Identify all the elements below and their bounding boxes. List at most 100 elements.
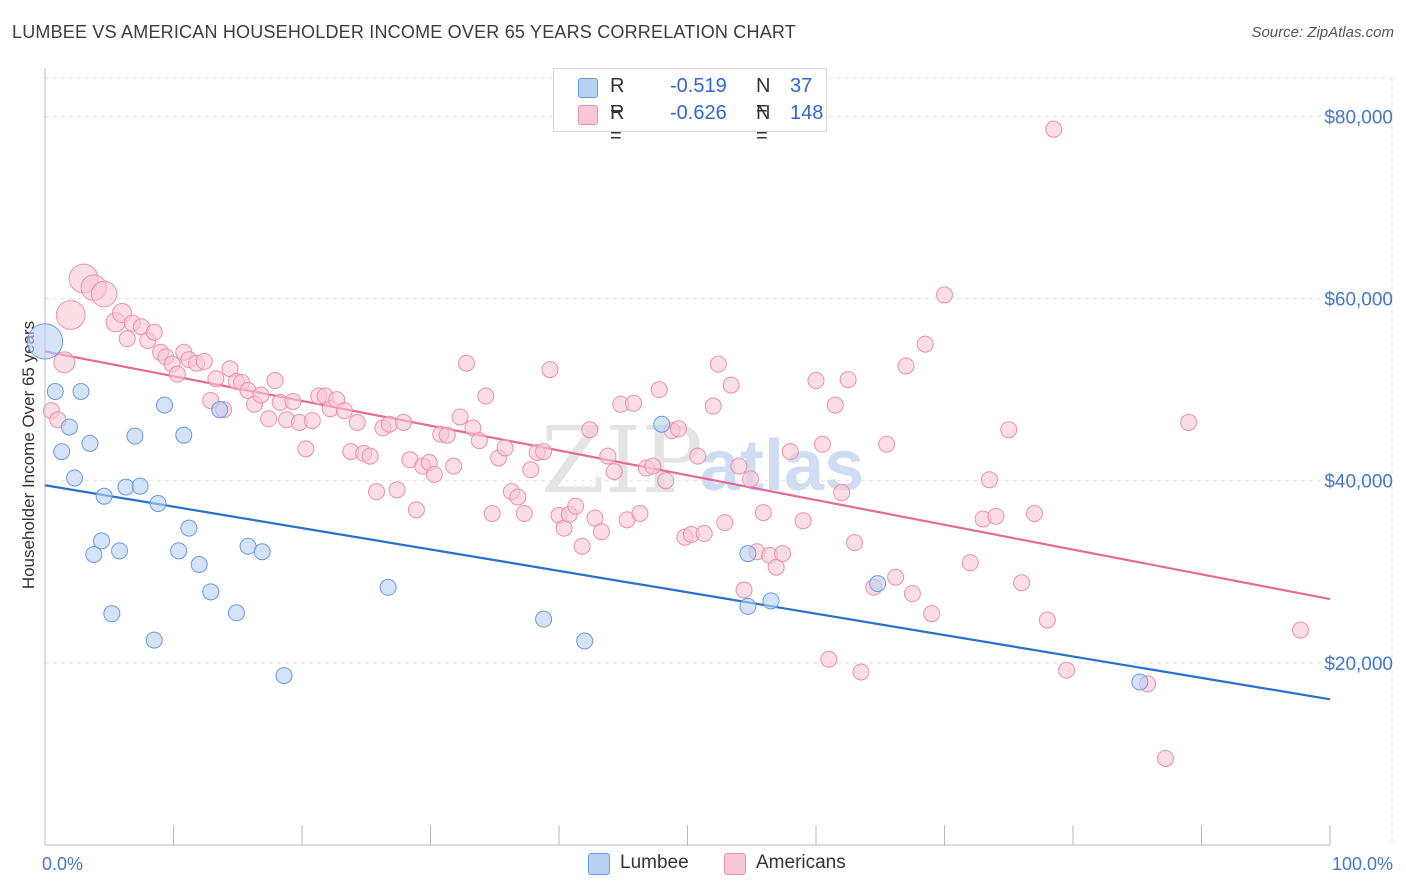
data-point-americans [695,525,713,543]
data-point-americans [470,432,488,450]
bottom-legend-swatch-americans [724,853,746,875]
data-point-lumbee [239,537,257,555]
data-point-americans [388,481,406,499]
data-point-americans [631,505,649,522]
data-point-americans [878,435,896,453]
legend-n-value: 148 [790,102,824,124]
data-point-americans [303,412,321,430]
data-point-lumbee [111,542,129,560]
data-point-lumbee [379,578,397,596]
x-tick-label: 0.0% [42,854,83,874]
data-point-lumbee [535,610,553,628]
y-axis-label-group: Householder Income Over 65 years [19,321,38,589]
data-point-lumbee [60,418,78,436]
data-point-americans [581,421,599,439]
data-point-americans [839,371,857,389]
data-point-lumbee [53,443,71,461]
y-tick-label: $80,000 [1324,107,1393,128]
data-point-americans [813,435,831,453]
legend-r-value: -0.626 [670,102,727,124]
data-point-americans [195,352,213,370]
data-point-americans [515,505,533,522]
data-point-americans [1025,505,1043,522]
data-point-americans [573,537,591,555]
data-point-americans [284,392,302,410]
data-point-americans [207,370,225,388]
data-point-lumbee [739,597,757,615]
data-point-lumbee [145,631,163,649]
data-point-americans [980,471,998,489]
data-point-americans [451,408,469,426]
data-point-americans [936,286,953,304]
data-point-americans [716,514,734,532]
data-point-americans [252,386,270,404]
data-point-americans [541,361,559,379]
data-point-americans [1157,749,1175,767]
data-point-americans [916,335,934,353]
data-point-americans [735,581,753,599]
bottom-legend-label: Lumbee [620,852,689,873]
data-point-lumbee [66,469,84,487]
data-point-americans [586,509,604,527]
data-point-lumbee [46,382,64,400]
data-point-americans [395,413,413,431]
legend-r-label: R = [610,102,625,147]
data-point-lumbee [131,477,149,495]
data-point-americans [535,443,553,461]
data-point-americans [445,457,463,475]
data-point-americans [794,512,812,530]
data-point-americans [923,605,941,623]
data-point-americans [781,443,799,461]
data-point-americans [1045,120,1063,138]
data-point-americans [644,457,662,475]
data-point-lumbee [149,494,167,512]
legend-n-label: N = [756,102,771,147]
data-point-americans [961,554,979,572]
data-point-lumbee [95,487,113,505]
data-point-americans [650,381,668,399]
data-point-americans [368,483,386,501]
data-point-americans [1038,611,1056,629]
data-point-americans [754,504,772,522]
trend-line-lumbee [44,484,1331,701]
data-point-americans [833,484,851,502]
data-point-americans [380,415,398,433]
data-point-americans [704,397,722,415]
data-point-americans [767,558,785,576]
source-credit: Source: ZipAtlas.com [1251,24,1394,41]
data-point-americans [53,351,76,374]
data-point-americans [741,470,759,488]
data-point-americans [260,410,278,428]
data-point-americans [709,355,727,373]
data-point-americans [145,323,163,341]
data-point-lumbee [190,556,208,573]
data-point-americans [407,501,425,519]
data-point-americans [670,420,688,438]
trend-lines [44,350,1331,701]
data-point-lumbee [81,434,99,452]
data-point-americans [496,439,514,457]
bottom-legend-swatch-lumbee [588,853,610,875]
data-point-americans [457,354,475,372]
data-point-lumbee [739,545,757,563]
data-point-americans [1180,413,1198,431]
data-point-lumbee [103,605,121,623]
data-point-americans [887,568,905,586]
legend-n-label: N = [756,75,771,120]
data-point-americans [55,300,86,330]
data-point-lumbee [1131,673,1149,691]
data-point-americans [438,426,456,444]
data-point-lumbee [72,382,90,400]
data-point-americans [297,440,315,458]
data-point-lumbee [653,415,671,433]
data-point-americans [522,461,540,479]
data-point-americans [335,402,353,420]
data-point-americans [657,472,675,490]
chart-title: LUMBEE VS AMERICAN HOUSEHOLDER INCOME OV… [12,22,796,42]
data-point-lumbee [211,401,229,419]
data-point-americans [1291,621,1309,639]
data-point-lumbee [85,545,103,563]
data-point-lumbee [180,519,198,537]
x-tick-labels: 0.0% 100.0% [42,854,1393,874]
